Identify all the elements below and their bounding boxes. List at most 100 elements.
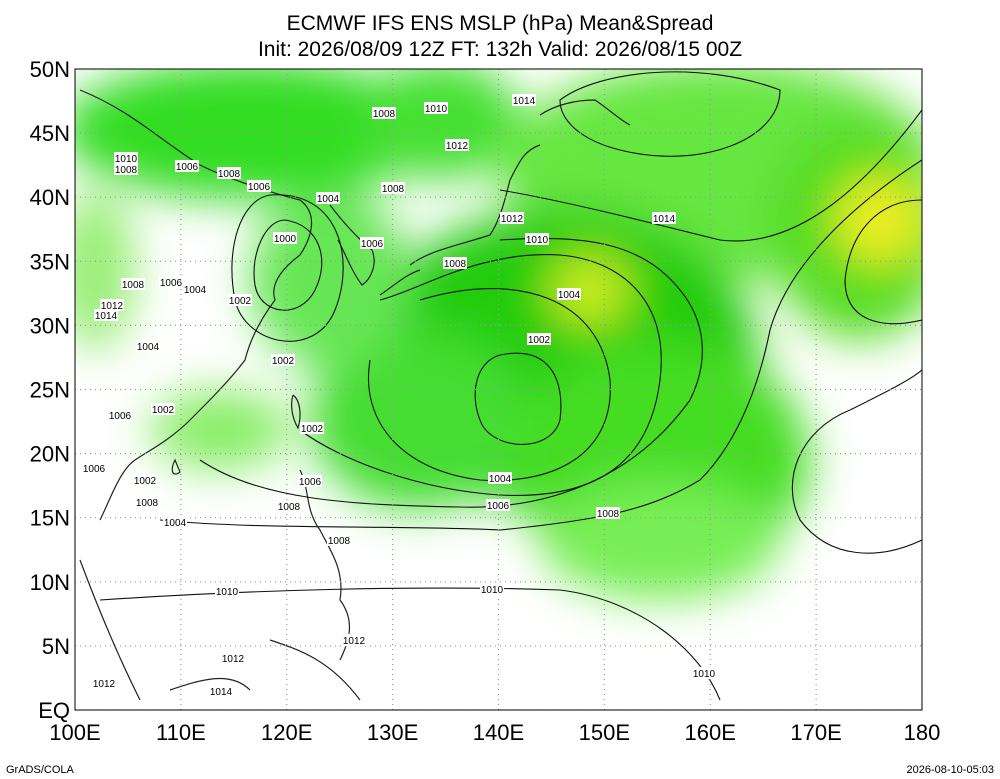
contour-label-bg (500, 212, 524, 224)
contour-label-bg (424, 102, 448, 114)
contour-label: 1000 (274, 234, 297, 245)
contour-label-bg (381, 182, 405, 194)
lat-tick-label: 20N (30, 442, 70, 467)
contour-label-bg (183, 283, 207, 295)
contour-label: 1010 (425, 104, 448, 115)
contour-label: 1006 (160, 278, 183, 289)
footer-left: GrADS/COLA (6, 764, 75, 776)
contour-label-bg (300, 422, 324, 434)
contour-label-bg (273, 232, 297, 244)
contour-label: 1014 (513, 96, 536, 107)
contour-label: 1010 (481, 585, 504, 596)
contour-label: 1008 (115, 165, 138, 176)
contour-label-bg (298, 475, 322, 487)
contour-label: 1008 (382, 184, 405, 195)
isobars (99, 71, 922, 701)
lon-tick-label: 120E (261, 720, 312, 745)
contour-label: 1008 (136, 498, 159, 509)
contour-label: 1004 (317, 194, 340, 205)
contour-label: 1006 (248, 182, 271, 193)
contour-label: 1006 (176, 162, 199, 173)
contour-label: 1014 (210, 687, 233, 698)
lat-tick-label: EQ (38, 698, 70, 723)
contour-label-bg (215, 585, 239, 597)
contour-label-bg (527, 333, 551, 345)
contour-label-bg (209, 685, 233, 697)
lon-tick-label: 150E (579, 720, 630, 745)
contour-label-bg (445, 139, 469, 151)
contour-label: 1004 (558, 290, 581, 301)
contour-label-bg (692, 667, 716, 679)
contour-label: 1008 (328, 536, 351, 547)
contour-label-bg (82, 462, 106, 474)
contour-label-bg (114, 152, 138, 164)
contour-label: 1002 (134, 476, 157, 487)
lon-tick-label: 100E (49, 720, 100, 745)
contour-label-bg (228, 294, 252, 306)
contour-label: 1004 (489, 474, 512, 485)
contour-label: 1010 (693, 669, 716, 680)
lat-tick-label: 15N (30, 506, 70, 531)
contour-label: 1006 (83, 464, 106, 475)
contour-label-bg (136, 340, 160, 352)
contour-label: 1010 (216, 587, 239, 598)
lat-tick-label: 35N (30, 249, 70, 274)
contour-label: 1008 (373, 109, 396, 120)
lon-tick-label: 170E (790, 720, 841, 745)
contour-label-bg (175, 160, 199, 172)
contour-label: 1010 (115, 154, 138, 165)
lon-tick-label: 160E (685, 720, 736, 745)
contour-label: 1010 (526, 235, 549, 246)
contour-label-bg (488, 472, 512, 484)
lon-tick-label: 180 (904, 720, 941, 745)
contour-label: 1004 (137, 342, 160, 353)
contour-label: 1014 (653, 214, 676, 225)
contour-label: 1014 (95, 311, 118, 322)
axis-ticks: 100E 110E 120E 130E 140E 150E 160E 170E 180 EQ 5N 1… (30, 57, 941, 745)
contour-label: 1008 (444, 259, 467, 270)
contour-label-bg (100, 299, 124, 311)
lat-tick-label: 5N (42, 634, 70, 659)
lon-tick-label: 130E (367, 720, 418, 745)
lat-tick-label: 30N (30, 313, 70, 338)
contour-label: 1012 (222, 654, 245, 665)
contour-label: 1008 (122, 280, 145, 291)
contour-label: 1008 (218, 169, 241, 180)
contour-label-bg (480, 583, 504, 595)
contour-label-bg (217, 167, 241, 179)
title-line-2: Init: 2026/08/09 12Z FT: 132h Valid: 202… (258, 38, 742, 61)
contour-label-bg (135, 496, 159, 508)
lat-tick-label: 25N (30, 378, 70, 403)
title-line-1: ECMWF IFS ENS MSLP (hPa) Mean&Spread (287, 12, 714, 35)
contour-label-bg (652, 212, 676, 224)
contour-label-bg (360, 237, 384, 249)
contour-label: 1006 (361, 239, 384, 250)
contour-label-bg (121, 278, 145, 290)
contour-label-bg (221, 652, 245, 664)
graticule (75, 69, 922, 710)
contour-label-bg (151, 403, 175, 415)
contour-label: 1002 (229, 296, 252, 307)
contour-label: 1006 (109, 411, 132, 422)
contour-label: 1002 (528, 335, 551, 346)
contour-label: 1012 (501, 214, 524, 225)
contour-label-bg (133, 474, 157, 486)
contour-label: 1012 (93, 679, 116, 690)
contour-label-bg (486, 499, 510, 511)
contour-label-bg (512, 94, 536, 106)
lat-tick-label: 50N (30, 57, 70, 82)
contour-label-bg (92, 677, 116, 689)
contour-label-bg (443, 257, 467, 269)
lat-tick-label: 45N (30, 121, 70, 146)
lon-tick-label: 110E (156, 720, 206, 745)
contour-label-bg (557, 288, 581, 300)
lat-tick-label: 40N (30, 185, 70, 210)
contour-label-bg (114, 163, 138, 175)
contour-label: 1002 (152, 405, 175, 416)
contour-label-bg (327, 534, 351, 546)
contour-label: 1012 (343, 636, 366, 647)
